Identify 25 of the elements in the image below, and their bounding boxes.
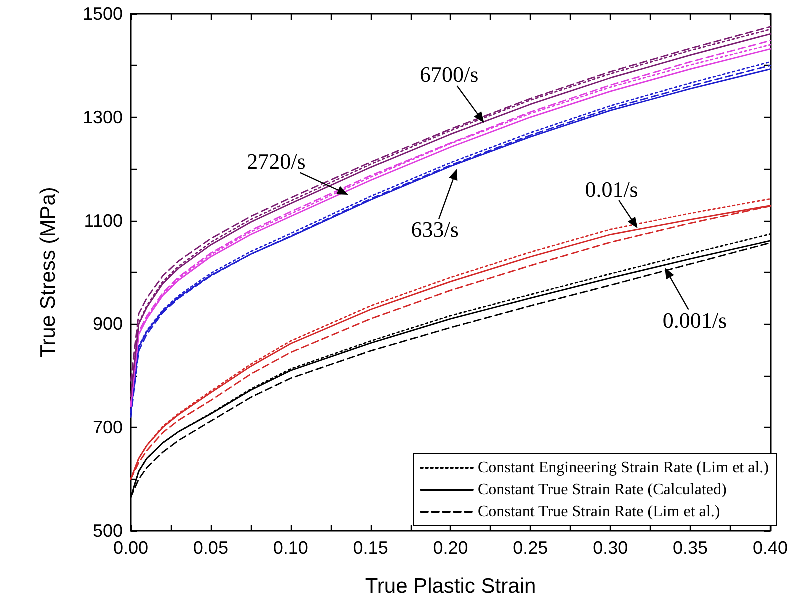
x-tick-label: 0.35 bbox=[673, 538, 708, 558]
x-tick-label: 0.30 bbox=[593, 538, 628, 558]
x-tick-label: 0.20 bbox=[433, 538, 468, 558]
y-tick-label: 1100 bbox=[84, 210, 123, 231]
annotation: 0.001/s bbox=[662, 308, 728, 334]
y-tick-label: 700 bbox=[92, 418, 123, 438]
x-tick-label: 0.05 bbox=[193, 538, 228, 558]
x-tick-label: 0.40 bbox=[752, 538, 788, 558]
annotation: 0.01/s bbox=[585, 176, 638, 203]
y-tick-label: 500 bbox=[92, 521, 123, 541]
x-axis-title: True Plastic Strain bbox=[365, 575, 536, 598]
legend-label: Constant True Strain Rate (Lim et al.) bbox=[478, 504, 720, 520]
y-tick-label: 900 bbox=[92, 314, 123, 334]
legend-label: Constant Engineering Strain Rate (Lim et al.) bbox=[478, 460, 770, 476]
x-tick-label: 0.15 bbox=[353, 538, 388, 558]
annotation: 6700/s bbox=[420, 62, 479, 88]
y-axis-title: True Stress (MPa) bbox=[37, 187, 60, 358]
annotation: 2720/s bbox=[247, 148, 306, 175]
x-tick-label: 0.00 bbox=[113, 538, 149, 558]
legend-label: Constant True Strain Rate (Calculated) bbox=[478, 482, 727, 498]
y-tick-label: 1300 bbox=[82, 107, 123, 128]
annotation: 633/s bbox=[411, 217, 459, 244]
y-tick-label: 1500 bbox=[82, 4, 123, 24]
x-tick-label: 0.25 bbox=[513, 538, 548, 558]
x-tick-label: 0.10 bbox=[273, 538, 308, 558]
